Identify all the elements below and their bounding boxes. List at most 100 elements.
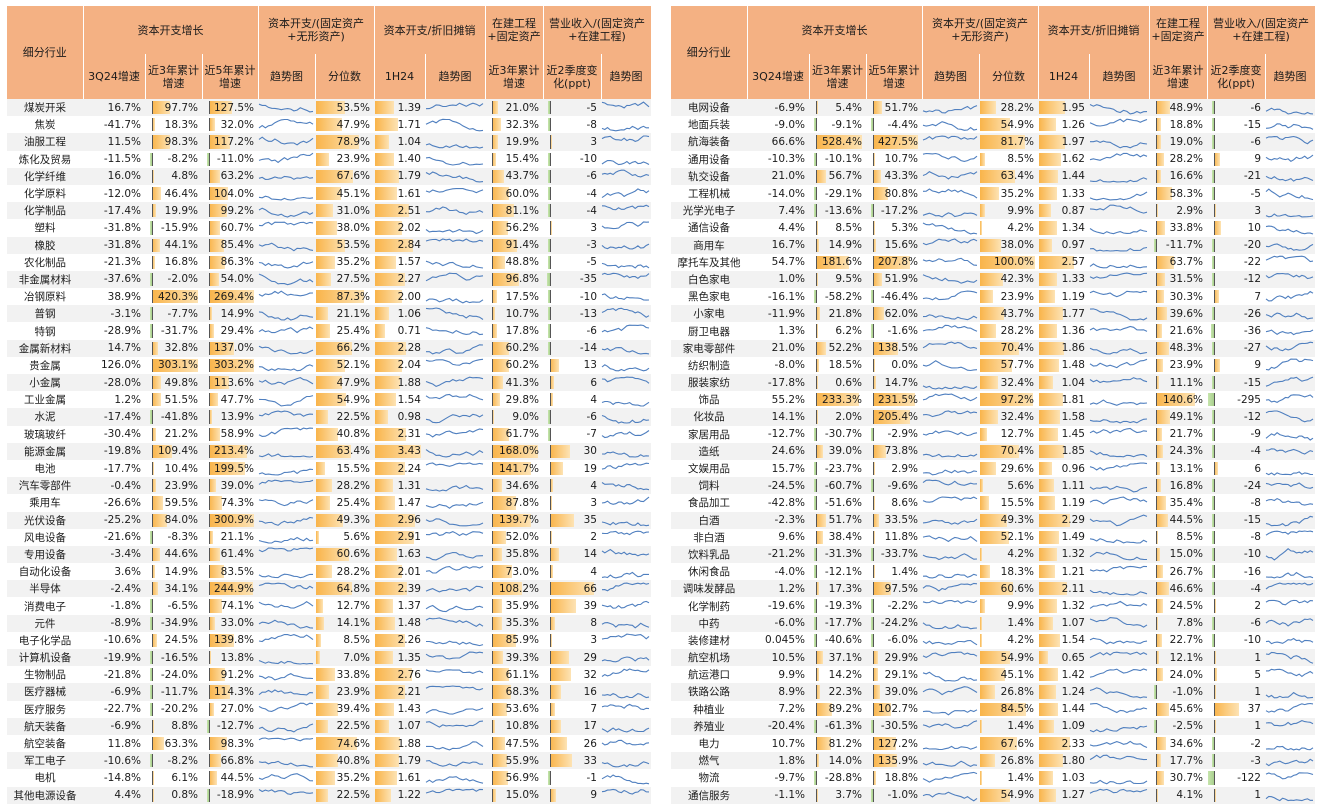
sparkline	[1265, 123, 1314, 130]
data-bar	[873, 376, 876, 390]
cell-value: 97.5%	[884, 582, 918, 595]
cum3y-cell: 181.6%	[809, 253, 866, 271]
zero-line	[1214, 479, 1215, 493]
cell-value: 10.4%	[164, 462, 198, 475]
zero-line	[492, 496, 493, 510]
zero-line	[550, 358, 551, 372]
data-bar	[980, 582, 1014, 596]
cell-value: 4	[590, 393, 597, 406]
capex-da-cell: 1.95	[1038, 99, 1089, 117]
zero-line	[816, 358, 817, 372]
sparkline	[425, 206, 484, 215]
data-bar	[1214, 788, 1216, 802]
data-bar	[316, 118, 343, 132]
data-bar	[316, 169, 354, 183]
zero-line	[873, 221, 874, 235]
cell-value: 2.84	[397, 239, 421, 252]
zero-line	[492, 616, 493, 630]
q3-growth-cell: -9.0%	[747, 116, 809, 134]
zero-line	[152, 341, 153, 355]
sparkline	[258, 427, 314, 438]
data-bar	[492, 324, 497, 338]
data-bar	[375, 736, 401, 751]
capex-da-cell: 1.79	[374, 752, 425, 770]
zero-line	[209, 565, 210, 579]
cum5y-cell: 51.7%	[866, 99, 922, 117]
capex-ratio-trend	[922, 288, 979, 306]
cell-value: 2.02	[397, 221, 421, 234]
cell-value: 40.8%	[336, 754, 370, 767]
capex-da-trend	[425, 219, 485, 237]
cell-value: 1.54	[1061, 634, 1085, 647]
quantile-cell: 4.2%	[979, 545, 1038, 564]
cell-value: 207.8%	[877, 256, 918, 269]
data-bar	[1156, 788, 1158, 802]
zero-line	[152, 101, 153, 115]
cell-value: -10	[1243, 548, 1261, 561]
data-bar	[209, 238, 225, 252]
data-bar	[316, 479, 332, 493]
zero-line	[1156, 513, 1157, 527]
cell-value: 61.4%	[220, 548, 254, 561]
cell-value: 6	[1254, 462, 1261, 475]
cell-value: 67.6%	[336, 170, 370, 183]
cip-cum3y-cell: 52.0%	[485, 528, 543, 546]
sparkline	[258, 689, 314, 696]
industry-name: 中药	[671, 614, 747, 632]
cell-value: 1.43	[397, 703, 421, 716]
cum5y-cell: 117.2%	[202, 133, 258, 151]
sparkline	[922, 686, 978, 696]
cip-cum3y-cell: 29.8%	[485, 391, 543, 409]
zero-line	[816, 719, 817, 733]
cell-value: 10	[1247, 221, 1261, 234]
zero-line	[492, 479, 493, 493]
quantile-cell: 4.2%	[979, 219, 1038, 237]
sparkline	[601, 204, 650, 210]
cip-cum3y-cell: 34.6%	[1149, 734, 1207, 753]
quantile-cell: 1.4%	[979, 717, 1038, 735]
cell-value: 1.33	[1061, 187, 1085, 200]
cum3y-cell: 32.8%	[145, 339, 202, 357]
zero-line	[209, 290, 210, 304]
data-bar	[980, 771, 982, 785]
data-bar	[871, 599, 873, 613]
header-rev-ratio: 营业收入/(固定资产+在建工程)	[543, 6, 652, 54]
q3-growth-cell: 16.7%	[747, 236, 809, 254]
zero-line	[1214, 754, 1215, 768]
capex-ratio-trend	[258, 374, 315, 392]
cell-value: 63.4%	[336, 445, 370, 458]
sparkline	[1265, 376, 1314, 387]
cell-value: -16.1%	[767, 290, 805, 303]
data-bar	[209, 547, 221, 562]
cum5y-cell: 86.3%	[202, 253, 258, 271]
cum5y-cell: 74.3%	[202, 494, 258, 512]
capex-da-trend	[1089, 769, 1149, 787]
zero-line	[209, 238, 210, 252]
data-bar	[1212, 616, 1214, 630]
sparkline	[922, 468, 978, 475]
cip-cum3y-cell: 2.9%	[1149, 202, 1207, 220]
cell-value: 30	[583, 445, 597, 458]
cell-value: 47.7%	[220, 393, 254, 406]
cell-value: 114.3%	[213, 685, 254, 698]
capex-da-cell: 0.98	[374, 408, 425, 426]
cell-value: 9	[590, 789, 597, 802]
rev-ratio-trend	[1265, 683, 1315, 701]
capex-da-cell: 1.48	[1038, 356, 1089, 374]
data-bar	[980, 376, 998, 390]
capex-ratio-trend	[922, 374, 979, 392]
zero-line	[492, 461, 493, 476]
cell-value: 24.6%	[771, 445, 805, 458]
q2-change-cell: -4	[1207, 580, 1265, 598]
capex-da-cell: 1.35	[374, 649, 425, 667]
table-row: 光伏设备 -25.2% 84.0% 300.9% 49.3% 2.96 139.7% 35	[7, 511, 651, 529]
capex-da-cell: 1.85	[1038, 442, 1089, 460]
cum3y-cell: -8.2%	[145, 752, 202, 770]
cell-value: -28.9%	[103, 325, 141, 338]
cell-value: 10.7%	[505, 307, 539, 320]
cell-value: 98.3%	[220, 737, 254, 750]
data-bar	[375, 479, 393, 493]
zero-line	[550, 461, 551, 476]
cip-cum3y-cell: 48.3%	[1149, 339, 1207, 357]
sparkline	[258, 207, 314, 218]
